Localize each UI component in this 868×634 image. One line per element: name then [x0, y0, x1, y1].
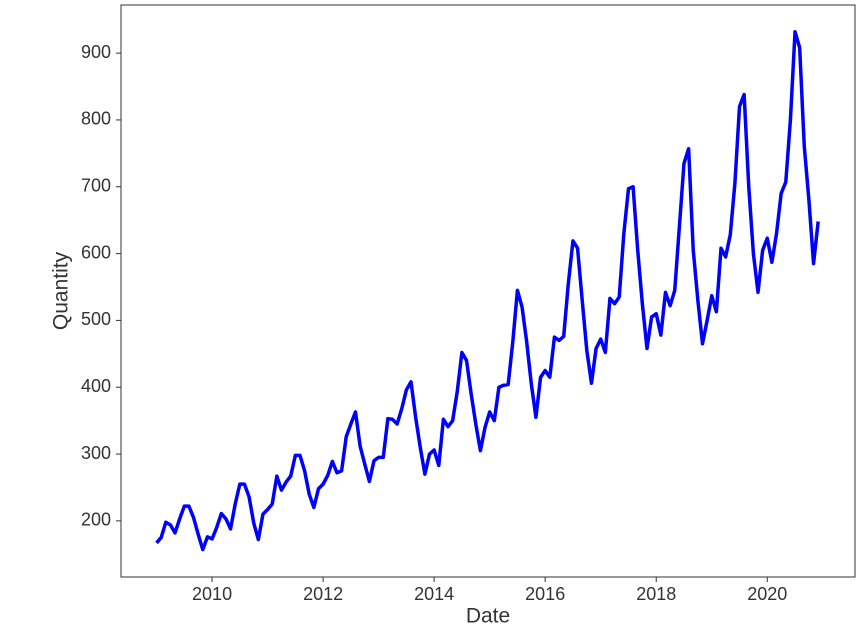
y-tick-label: 600 [81, 242, 111, 262]
y-tick-label: 700 [81, 176, 111, 196]
x-tick-label: 2016 [525, 584, 565, 604]
y-tick-label: 500 [81, 309, 111, 329]
x-tick-label: 2010 [192, 584, 232, 604]
plot-frame [120, 4, 856, 578]
y-tick-label: 200 [81, 510, 111, 530]
y-axis-label: Quantity [50, 251, 73, 330]
x-tick-label: 2018 [636, 584, 676, 604]
x-tick-label: 2012 [303, 584, 343, 604]
y-tick-label: 900 [81, 42, 111, 62]
y-tick-label: 300 [81, 443, 111, 463]
x-tick-label: 2020 [747, 584, 787, 604]
y-tick-label: 400 [81, 376, 111, 396]
x-tick-label: 2014 [414, 584, 454, 604]
x-axis-label: Date [466, 605, 510, 628]
y-tick-label: 800 [81, 109, 111, 129]
line [155, 29, 820, 552]
